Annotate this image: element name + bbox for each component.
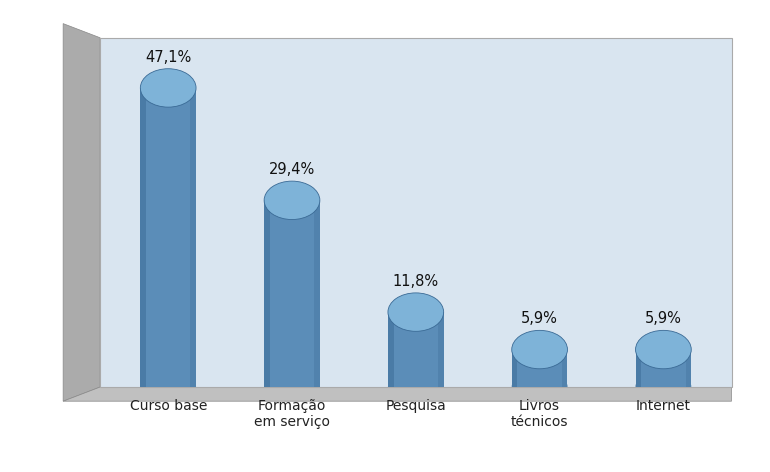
Bar (512, 350, 517, 387)
Bar (140, 88, 196, 387)
Text: 5,9%: 5,9% (521, 311, 558, 326)
Ellipse shape (140, 69, 196, 107)
Bar (438, 312, 444, 387)
Ellipse shape (512, 330, 567, 369)
Bar (512, 350, 567, 387)
Bar (140, 88, 146, 387)
Bar (686, 350, 691, 387)
Ellipse shape (388, 368, 444, 406)
Bar (264, 200, 320, 387)
Text: 5,9%: 5,9% (645, 311, 682, 326)
Text: 47,1%: 47,1% (145, 50, 191, 65)
Text: 29,4%: 29,4% (269, 162, 315, 177)
Text: 11,8%: 11,8% (393, 274, 439, 289)
Ellipse shape (635, 368, 691, 406)
Bar (635, 350, 691, 387)
Ellipse shape (388, 293, 444, 331)
Ellipse shape (635, 330, 691, 369)
Bar (264, 200, 270, 387)
Ellipse shape (512, 368, 567, 406)
Bar (388, 312, 393, 387)
Ellipse shape (140, 368, 196, 406)
Bar (314, 200, 320, 387)
Ellipse shape (264, 368, 320, 406)
Bar (562, 350, 567, 387)
Ellipse shape (264, 181, 320, 219)
Bar (190, 88, 196, 387)
Bar (388, 312, 444, 387)
Bar (635, 350, 641, 387)
